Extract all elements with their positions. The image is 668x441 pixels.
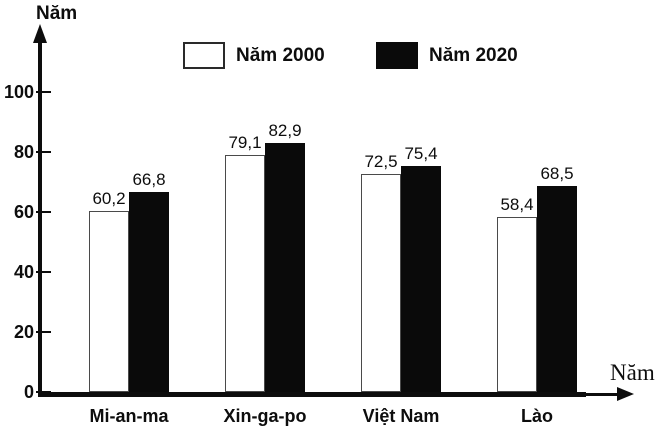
bar-năm-2020-mi-an-ma [129, 192, 169, 392]
bar-năm-2000-lào [497, 217, 537, 392]
y-tick-label-20: 20 [13, 322, 34, 342]
legend-swatch-nam-2000 [183, 42, 225, 69]
x-axis-line [38, 392, 586, 397]
bar-năm-2020-lào [537, 186, 577, 392]
y-axis-arrow-icon [33, 24, 47, 43]
legend-swatch-nam-2020 [376, 42, 418, 69]
y-tick-80 [36, 151, 51, 153]
y-axis-title: Năm [36, 3, 78, 24]
value-label-năm-2020-xin-ga-po: 82,9 [268, 121, 302, 140]
y-tick-label-40: 40 [13, 262, 34, 282]
x-axis-line-end [584, 393, 619, 396]
y-tick-40 [36, 271, 51, 273]
value-label-năm-2000-việt-nam: 72,5 [364, 152, 398, 171]
category-label-việt-nam: Việt Nam [362, 406, 440, 426]
y-axis-line [38, 40, 42, 394]
y-tick-20 [36, 331, 51, 333]
value-label-năm-2020-mi-an-ma: 66,8 [132, 170, 166, 189]
x-axis-arrow-icon [617, 387, 634, 401]
category-label-mi-an-ma: Mi-an-ma [89, 406, 169, 426]
category-label-xin-ga-po: Xin-ga-po [223, 406, 307, 426]
bar-năm-2020-xin-ga-po [265, 143, 305, 392]
bar-năm-2000-mi-an-ma [89, 211, 129, 392]
value-label-năm-2020-lào: 68,5 [540, 164, 574, 183]
value-label-năm-2000-lào: 58,4 [500, 195, 534, 214]
legend-label-nam-2020: Năm 2020 [429, 44, 518, 66]
value-label-năm-2000-mi-an-ma: 60,2 [92, 189, 126, 208]
y-tick-60 [36, 211, 51, 213]
x-axis-title: Năm [610, 360, 655, 385]
legend-item-nam-2000: Năm 2000 [183, 42, 325, 69]
y-tick-label-0: 0 [23, 382, 34, 402]
y-tick-label-60: 60 [13, 202, 34, 222]
category-label-lào: Lào [520, 406, 554, 426]
legend-label-nam-2000: Năm 2000 [236, 44, 325, 66]
legend-item-nam-2020: Năm 2020 [376, 42, 518, 69]
y-tick-100 [36, 91, 51, 93]
bar-năm-2000-việt-nam [361, 174, 401, 392]
value-label-năm-2020-việt-nam: 75,4 [404, 144, 438, 163]
value-label-năm-2000-xin-ga-po: 79,1 [228, 133, 262, 152]
bar-năm-2020-việt-nam [401, 166, 441, 392]
y-tick-label-100: 100 [3, 82, 34, 102]
bar-năm-2000-xin-ga-po [225, 155, 265, 392]
y-tick-label-80: 80 [13, 142, 34, 162]
